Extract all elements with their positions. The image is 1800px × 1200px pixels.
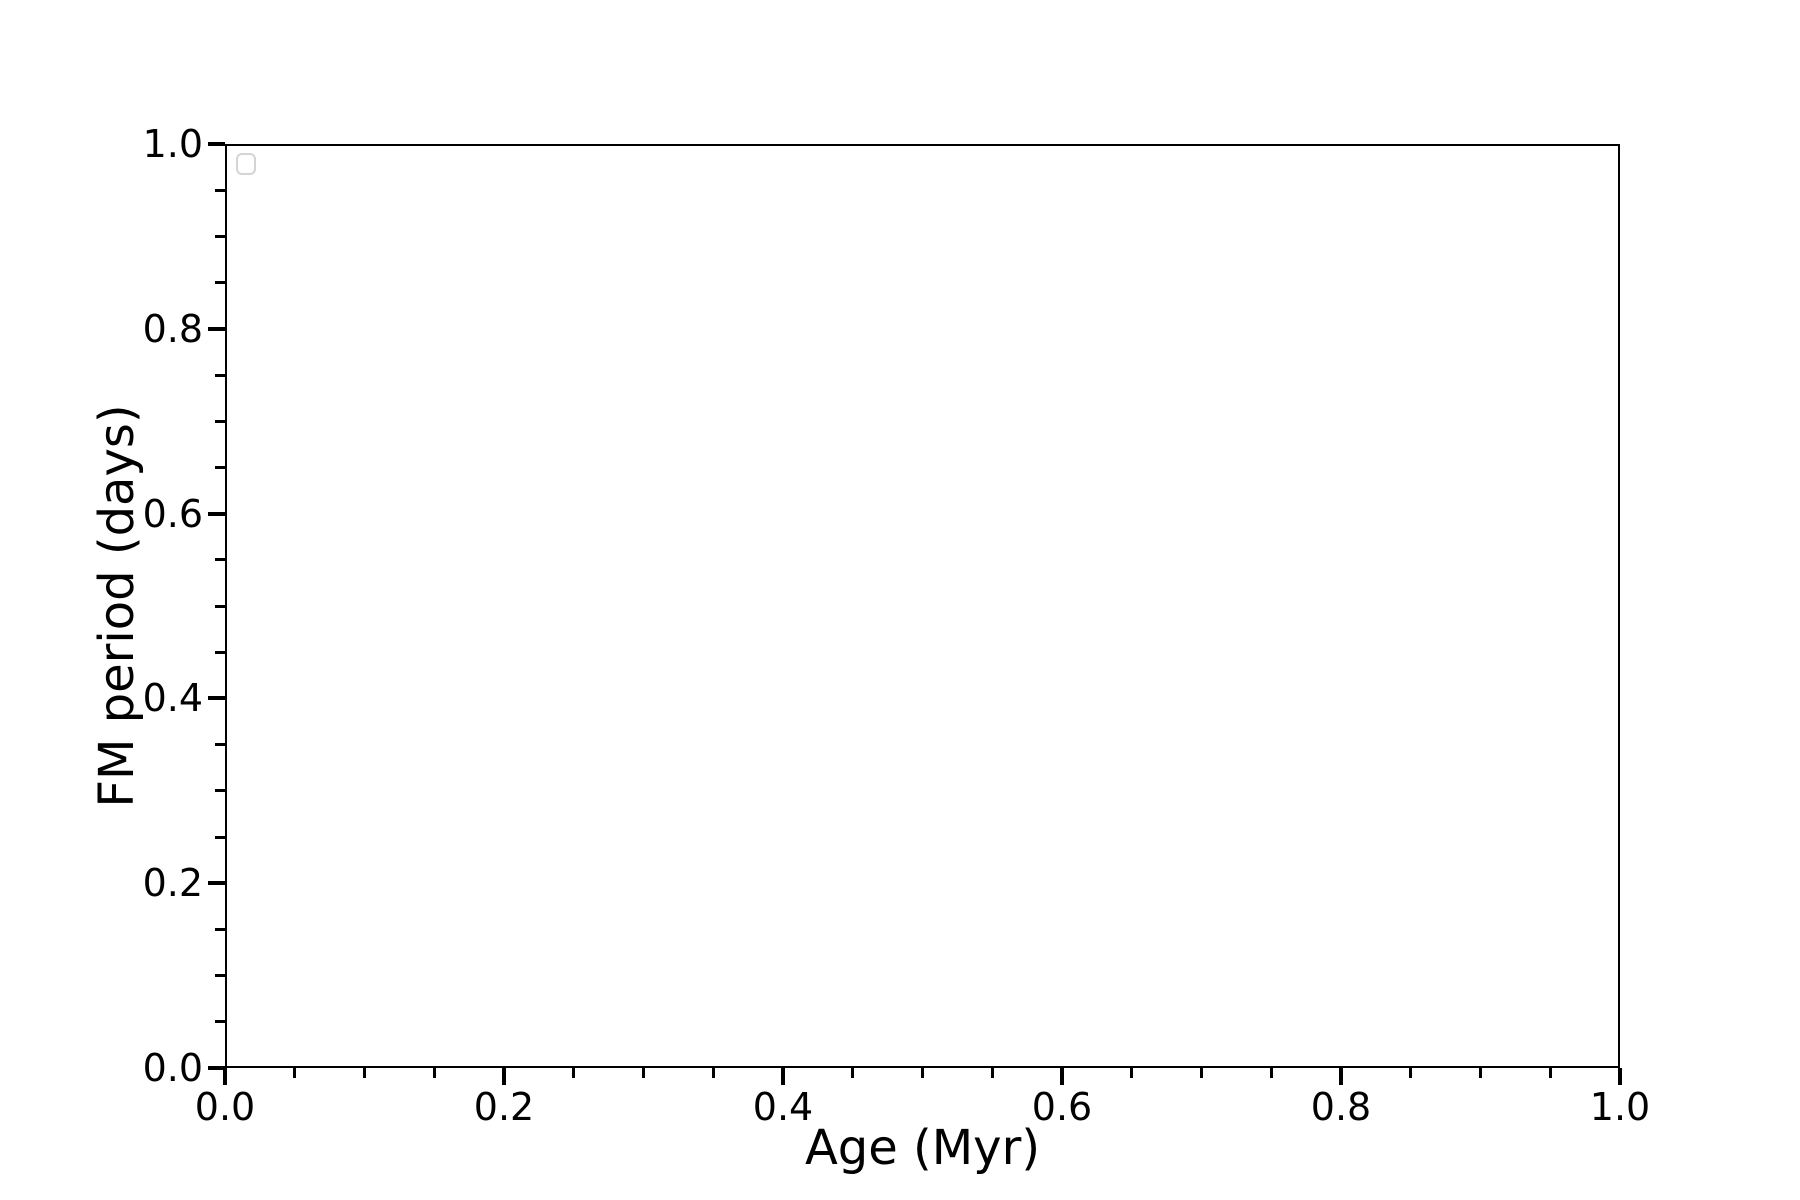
- y-minor-tick: [215, 234, 225, 238]
- x-minor-tick: [711, 1068, 715, 1078]
- x-tick-label: 0.0: [194, 1085, 256, 1129]
- x-minor-tick: [1200, 1068, 1203, 1078]
- y-tick-label: 0.0: [142, 1046, 203, 1090]
- legend-box: [236, 153, 256, 175]
- y-major-tick: [208, 1066, 225, 1070]
- y-major-tick: [208, 696, 225, 701]
- y-major-tick: [208, 326, 225, 331]
- y-major-tick: [208, 511, 225, 516]
- x-major-tick: [1339, 1068, 1343, 1085]
- x-minor-tick: [572, 1068, 576, 1078]
- x-minor-tick: [1548, 1068, 1552, 1078]
- y-minor-tick: [215, 188, 225, 192]
- x-minor-tick: [851, 1068, 855, 1078]
- y-minor-tick: [215, 373, 225, 377]
- y-minor-tick: [215, 743, 225, 747]
- y-axis-label: FM period (days): [89, 404, 145, 808]
- x-major-tick: [1618, 1068, 1622, 1085]
- x-minor-tick: [363, 1068, 366, 1078]
- x-major-tick: [223, 1068, 227, 1085]
- y-minor-tick: [215, 419, 225, 423]
- x-tick-label: 1.0: [1589, 1085, 1651, 1129]
- y-minor-tick: [215, 789, 225, 793]
- x-minor-tick: [1409, 1068, 1413, 1078]
- x-tick-label: 0.6: [1031, 1085, 1093, 1129]
- x-axis-label: Age (Myr): [804, 1120, 1041, 1176]
- x-minor-tick: [432, 1068, 436, 1078]
- y-major-tick: [208, 142, 225, 146]
- y-major-tick: [208, 881, 225, 886]
- x-minor-tick: [642, 1068, 645, 1078]
- x-major-tick: [1060, 1068, 1064, 1085]
- y-tick-label: 0.6: [142, 491, 203, 536]
- y-tick-label: 1.0: [142, 122, 203, 166]
- y-minor-tick: [215, 974, 225, 978]
- y-tick-label: 0.2: [142, 861, 203, 906]
- x-minor-tick: [1479, 1068, 1482, 1078]
- x-minor-tick: [921, 1068, 924, 1078]
- x-minor-tick: [1130, 1068, 1134, 1078]
- y-minor-tick: [215, 558, 225, 562]
- x-major-tick: [502, 1068, 506, 1085]
- y-minor-tick: [215, 281, 225, 285]
- x-tick-label: 0.4: [752, 1085, 814, 1129]
- y-minor-tick: [215, 835, 225, 839]
- y-minor-tick: [215, 927, 225, 931]
- y-minor-tick: [215, 604, 225, 608]
- x-tick-label: 0.2: [473, 1085, 535, 1129]
- x-minor-tick: [293, 1068, 297, 1078]
- x-minor-tick: [1269, 1068, 1273, 1078]
- plot-area: [225, 144, 1620, 1068]
- y-tick-label: 0.8: [142, 306, 203, 351]
- y-minor-tick: [215, 1020, 225, 1024]
- x-tick-label: 0.8: [1310, 1085, 1372, 1129]
- x-minor-tick: [990, 1068, 994, 1078]
- y-minor-tick: [215, 650, 225, 654]
- y-minor-tick: [215, 465, 225, 469]
- y-tick-label: 0.4: [142, 676, 203, 721]
- x-major-tick: [781, 1068, 785, 1085]
